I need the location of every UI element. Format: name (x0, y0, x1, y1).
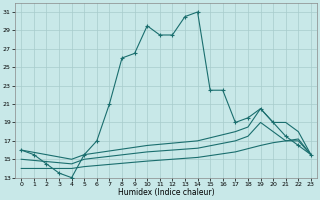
X-axis label: Humidex (Indice chaleur): Humidex (Indice chaleur) (118, 188, 214, 197)
